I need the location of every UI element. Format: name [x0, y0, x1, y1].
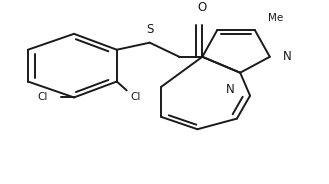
- Text: Me: Me: [268, 13, 283, 23]
- Text: N: N: [283, 50, 292, 63]
- Text: S: S: [146, 23, 153, 36]
- Text: Cl: Cl: [130, 92, 140, 102]
- Text: Cl: Cl: [37, 92, 48, 102]
- Text: N: N: [226, 83, 235, 96]
- Text: O: O: [198, 1, 207, 14]
